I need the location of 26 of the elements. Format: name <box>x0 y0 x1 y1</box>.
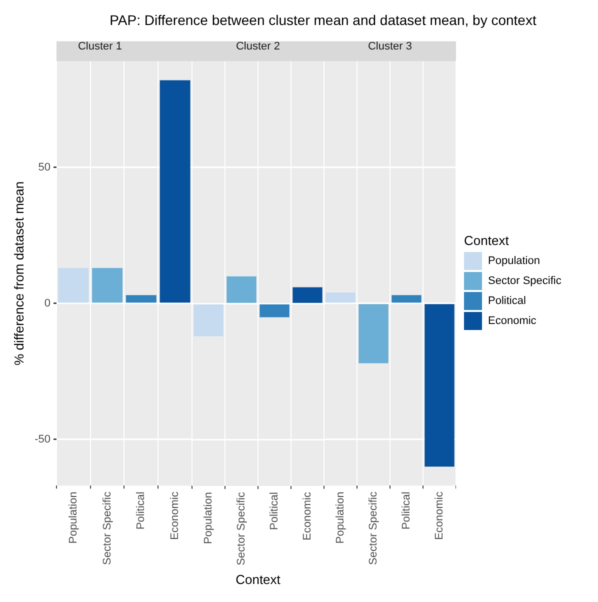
x-tick-label: Political <box>400 492 413 530</box>
x-tick-label: Population <box>202 492 215 544</box>
x-tick-label: Political <box>268 492 281 530</box>
x-tick-label: Economic <box>434 491 446 540</box>
legend-label: Sector Specific <box>488 274 562 286</box>
x-tick-label: Economic <box>169 491 182 540</box>
x-tick-label: Population <box>67 492 80 544</box>
x-tick-label: Economic <box>302 492 314 540</box>
y-axis-title: % difference from dataset mean <box>11 181 26 366</box>
legend-label: Economic <box>488 314 536 326</box>
x-tick-label: Sector Specific <box>368 491 380 566</box>
x-tick-label: Sector Specific <box>101 491 114 566</box>
chart-subtitle: Cluster 2 <box>236 40 280 53</box>
legend-label: Population <box>488 254 540 266</box>
x-tick-label: Political <box>135 492 148 530</box>
y-tick-label: 50 <box>38 161 50 174</box>
y-tick-label: 0 <box>44 297 50 310</box>
legend-label: Political <box>488 294 526 306</box>
y-tick-label: -50 <box>34 433 50 446</box>
chart-subtitle: Cluster 1 <box>78 40 122 53</box>
x-axis-title: Context <box>236 572 281 587</box>
chart-subtitle: Cluster 3 <box>368 40 412 53</box>
x-tick-label: Sector Specific <box>236 492 248 566</box>
text: PAP: Difference between cluster mean and dataset mean, by context <box>108 11 538 30</box>
x-tick-label: Population <box>334 492 347 544</box>
legend-title: Context <box>464 232 510 248</box>
